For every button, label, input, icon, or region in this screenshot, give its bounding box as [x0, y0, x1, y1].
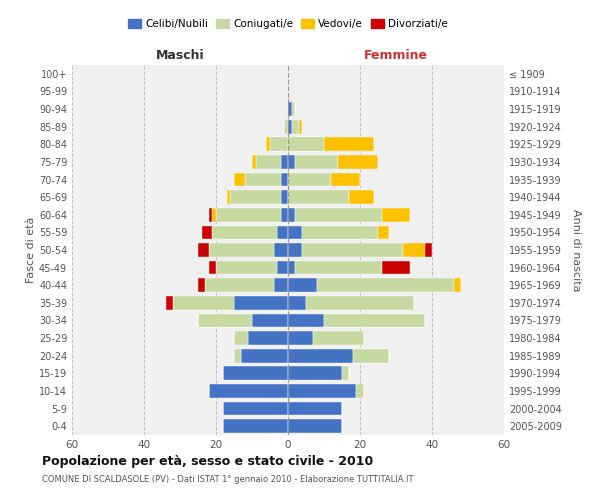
Bar	[248, 331, 288, 345]
Bar	[277, 226, 288, 239]
Bar	[288, 226, 302, 239]
Bar	[288, 384, 356, 398]
Bar	[288, 314, 324, 328]
Bar	[324, 138, 374, 151]
Bar	[212, 208, 216, 222]
Bar	[284, 120, 288, 134]
Bar	[281, 172, 288, 186]
Bar	[324, 314, 425, 328]
Bar	[382, 260, 410, 274]
Bar	[288, 190, 349, 204]
Bar	[209, 243, 274, 257]
Bar	[216, 208, 281, 222]
Bar	[205, 278, 274, 292]
Bar	[234, 331, 248, 345]
Bar	[198, 278, 205, 292]
Bar	[342, 366, 349, 380]
Text: COMUNE DI SCALDASOLE (PV) - Dati ISTAT 1° gennaio 2010 - Elaborazione TUTTITALIA: COMUNE DI SCALDASOLE (PV) - Dati ISTAT 1…	[42, 475, 413, 484]
Bar	[292, 120, 299, 134]
Bar	[234, 172, 245, 186]
Bar	[454, 278, 461, 292]
Bar	[281, 208, 288, 222]
Bar	[349, 190, 374, 204]
Bar	[223, 366, 288, 380]
Bar	[288, 172, 331, 186]
Bar	[252, 314, 288, 328]
Bar	[266, 138, 270, 151]
Bar	[382, 208, 410, 222]
Bar	[288, 260, 295, 274]
Bar	[331, 172, 360, 186]
Bar	[313, 331, 364, 345]
Bar	[403, 243, 425, 257]
Y-axis label: Fasce di età: Fasce di età	[26, 217, 36, 283]
Bar	[274, 243, 288, 257]
Bar	[245, 172, 281, 186]
Bar	[288, 366, 342, 380]
Bar	[317, 278, 454, 292]
Bar	[288, 138, 324, 151]
Text: Maschi: Maschi	[155, 50, 205, 62]
Text: Popolazione per età, sesso e stato civile - 2010: Popolazione per età, sesso e stato civil…	[42, 455, 373, 468]
Bar	[288, 243, 302, 257]
Bar	[209, 208, 212, 222]
Bar	[288, 349, 353, 362]
Bar	[288, 420, 342, 433]
Legend: Celibi/Nubili, Coniugati/e, Vedovi/e, Divorziati/e: Celibi/Nubili, Coniugati/e, Vedovi/e, Di…	[124, 14, 452, 33]
Bar	[288, 331, 313, 345]
Text: Femmine: Femmine	[364, 50, 428, 62]
Bar	[302, 243, 403, 257]
Y-axis label: Anni di nascita: Anni di nascita	[571, 209, 581, 291]
Bar	[378, 226, 389, 239]
Bar	[230, 190, 281, 204]
Bar	[302, 226, 378, 239]
Bar	[292, 102, 295, 116]
Bar	[288, 278, 317, 292]
Bar	[223, 402, 288, 415]
Bar	[288, 120, 292, 134]
Bar	[299, 120, 302, 134]
Bar	[173, 296, 234, 310]
Bar	[281, 155, 288, 169]
Bar	[216, 260, 277, 274]
Bar	[256, 155, 281, 169]
Bar	[270, 138, 288, 151]
Bar	[353, 349, 389, 362]
Bar	[288, 402, 342, 415]
Bar	[277, 260, 288, 274]
Bar	[356, 384, 364, 398]
Bar	[252, 155, 256, 169]
Bar	[209, 384, 288, 398]
Bar	[288, 296, 306, 310]
Bar	[295, 260, 382, 274]
Bar	[338, 155, 378, 169]
Bar	[281, 190, 288, 204]
Bar	[288, 102, 292, 116]
Bar	[212, 226, 277, 239]
Bar	[166, 296, 173, 310]
Bar	[234, 296, 288, 310]
Bar	[295, 208, 382, 222]
Bar	[295, 155, 338, 169]
Bar	[198, 243, 209, 257]
Bar	[202, 226, 212, 239]
Bar	[227, 190, 230, 204]
Bar	[274, 278, 288, 292]
Bar	[288, 155, 295, 169]
Bar	[234, 349, 241, 362]
Bar	[306, 296, 414, 310]
Bar	[223, 420, 288, 433]
Bar	[198, 314, 252, 328]
Bar	[241, 349, 288, 362]
Bar	[209, 260, 216, 274]
Bar	[425, 243, 432, 257]
Bar	[288, 208, 295, 222]
